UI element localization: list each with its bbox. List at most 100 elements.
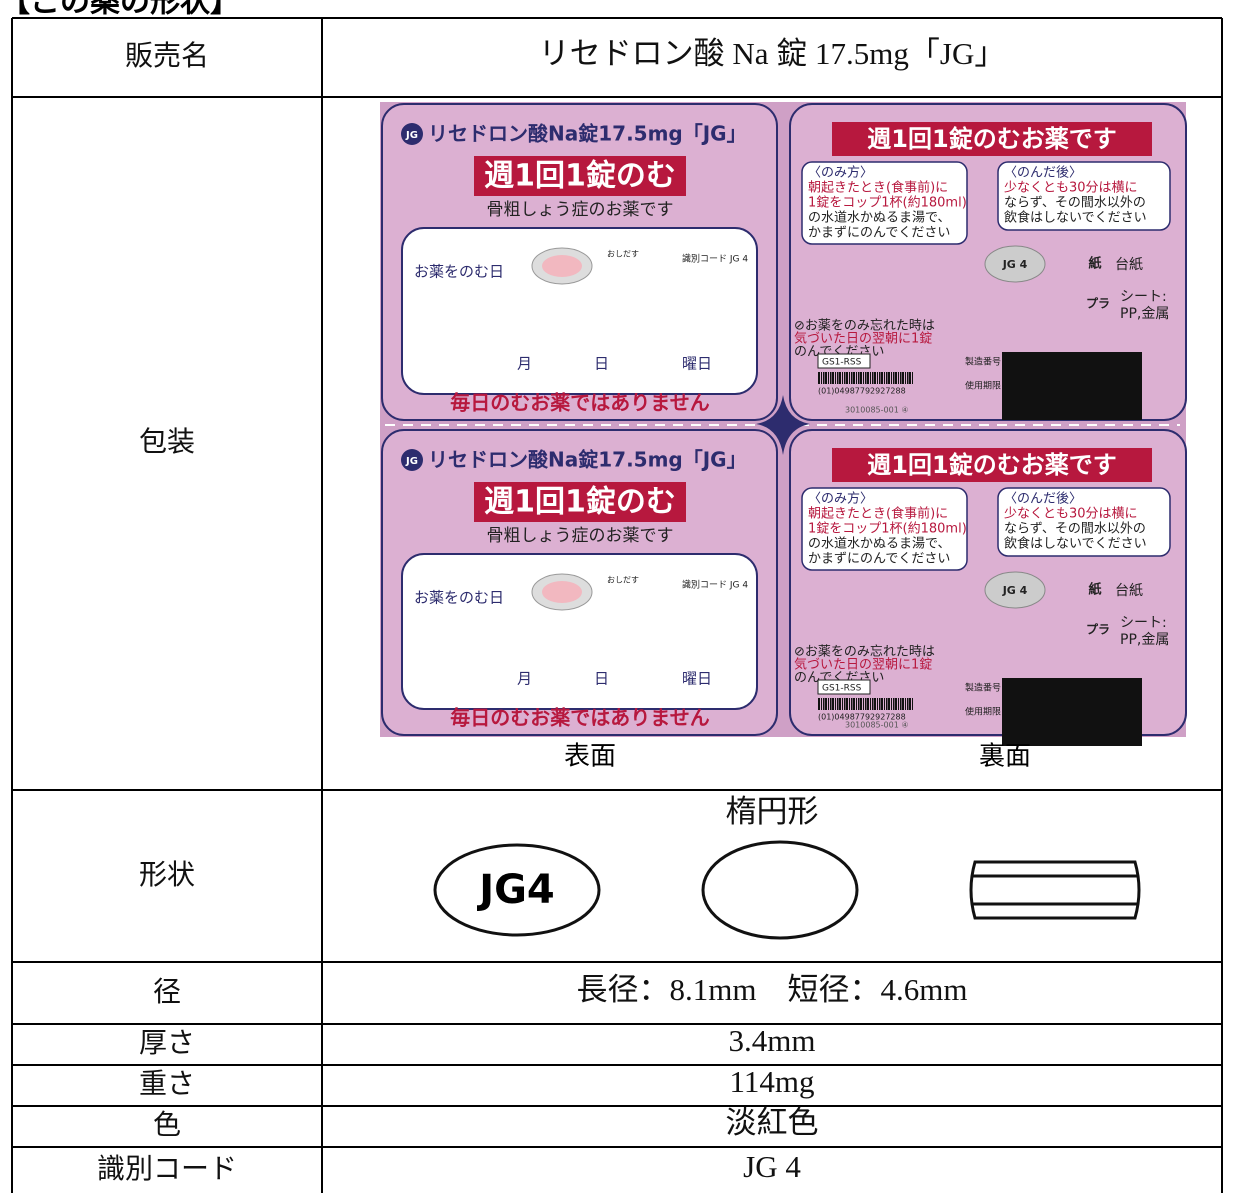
how-title: 〈のみ方〉 — [808, 491, 873, 507]
date-label: 日 — [594, 670, 609, 688]
headline-box — [474, 156, 686, 196]
date-label: 月 — [517, 355, 532, 373]
after-title: 〈のんだ後〉 — [1004, 166, 1082, 181]
missed-line: 気づいた日の翌朝に1錠 — [794, 657, 932, 673]
plastic-label: シート: — [1120, 615, 1167, 631]
plastic-mark: プラ — [1086, 296, 1110, 311]
how-line: 1錠をコップ1杯(約180ml) — [808, 196, 967, 211]
lot-label: 製造番号 — [965, 356, 1001, 368]
code-label: 識別コード JG 4 — [682, 253, 748, 265]
row-value: JG 4 — [743, 1149, 801, 1184]
pill — [542, 581, 582, 603]
gs1-box — [817, 679, 871, 695]
sub: 骨粗しょう症のお薬です — [487, 200, 674, 220]
after-line: 少なくとも30分は横に — [1004, 181, 1138, 196]
plastic-label: PP,金属 — [1120, 306, 1169, 322]
footer: 毎日のむお薬ではありません — [450, 391, 709, 415]
headline: 週1回1錠のむ — [484, 159, 676, 194]
row-label: 重さ — [139, 1067, 195, 1100]
missed-line: ⊘お薬をのみ忘れた時は — [794, 319, 935, 334]
headline-box — [832, 448, 1152, 482]
after-line: 飲食はしないでください — [1004, 536, 1147, 552]
front-panel: JG リセドロン酸Na錠17.5mg「JG」週1回1錠のむ骨粗しょう症のお薬ですお… — [381, 429, 778, 736]
after-box — [997, 487, 1171, 557]
row-value: 114mg — [730, 1064, 815, 1099]
page-title: 【この薬の形状】 — [0, 0, 240, 20]
catalog: 3010085-001 ④ — [845, 406, 909, 415]
pill-well — [984, 571, 1046, 609]
after-line: ならず、その間水以外の — [1004, 522, 1146, 537]
lot-label: 使用期限 — [965, 706, 1001, 718]
card — [401, 553, 758, 710]
row-label: 厚さ — [139, 1026, 195, 1059]
paper-label: 台紙 — [1115, 257, 1143, 273]
how-line: かまずにのんでください — [808, 552, 950, 567]
row-label: 色 — [153, 1108, 181, 1141]
paper-mark: 紙 — [1088, 256, 1101, 272]
star — [756, 395, 810, 455]
plastic-label: PP,金属 — [1120, 632, 1169, 648]
barcode — [818, 698, 914, 710]
logo-mark — [401, 449, 423, 471]
pill — [542, 255, 582, 277]
barcode-number: (01)04987792927288 — [818, 387, 906, 396]
after-title: 〈のんだ後〉 — [1004, 492, 1082, 507]
imprint: JG4 — [476, 867, 555, 913]
back-panel: 週1回1錠のむお薬です〈のみ方〉朝起きたとき(食事前)に1錠をコップ1杯(約18… — [789, 103, 1187, 421]
after-box — [997, 161, 1171, 231]
row-label: 包装 — [139, 425, 195, 458]
headline: 週1回1錠のむお薬です — [867, 125, 1116, 153]
push: おしだす — [607, 576, 639, 585]
front-panel: JG リセドロン酸Na錠17.5mg「JG」週1回1錠のむ骨粗しょう症のお薬ですお… — [381, 103, 778, 421]
shapes — [433, 840, 1141, 940]
how-box — [801, 161, 968, 245]
after-line: 少なくとも30分は横に — [1004, 507, 1138, 522]
lot-label: 製造番号 — [965, 682, 1001, 694]
day-label: お薬をのむ日 — [414, 589, 504, 607]
after-line: ならず、その間水以外の — [1004, 196, 1146, 211]
date-label: 月 — [517, 670, 532, 688]
plastic-mark: プラ — [1086, 622, 1110, 637]
code-label: 識別コード JG 4 — [682, 579, 748, 591]
missed-line: ⊘お薬をのみ忘れた時は — [794, 645, 935, 660]
push: おしだす — [607, 250, 639, 259]
table-grid — [11, 17, 1223, 1193]
row-value: 楕円形 — [726, 794, 819, 829]
gs1-box — [817, 353, 871, 369]
sub: 骨粗しょう症のお薬です — [487, 526, 674, 546]
row-value: 3.4mm — [729, 1023, 816, 1058]
how-line: 1錠をコップ1杯(約180ml) — [808, 522, 967, 537]
row-value: 長径：8.1mm 短径：4.6mm — [577, 972, 968, 1007]
row-label: 形状 — [139, 858, 195, 891]
how-box — [801, 487, 968, 571]
date-label: 日 — [594, 355, 609, 373]
how-line: 朝起きたとき(食事前)に — [808, 506, 948, 522]
how-title: 〈のみ方〉 — [808, 165, 873, 181]
lot-area — [1002, 352, 1142, 420]
date-label: 曜日 — [682, 355, 712, 373]
gs1: GS1-RSS — [822, 358, 862, 368]
card — [401, 227, 758, 395]
how-line: かまずにのんでください — [808, 226, 950, 241]
barcode — [818, 372, 914, 384]
paper-mark: 紙 — [1088, 582, 1101, 598]
headline: 週1回1錠のむお薬です — [867, 451, 1116, 479]
how-line: 朝起きたとき(食事前)に — [808, 180, 948, 196]
lot-area — [1002, 678, 1142, 746]
caption: 裏面 — [979, 742, 1031, 772]
paper-label: 台紙 — [1115, 583, 1143, 599]
headline-box — [832, 122, 1152, 156]
pill-code: JG 4 — [1002, 584, 1028, 597]
gs1: GS1-RSS — [822, 684, 862, 694]
logo: JG — [405, 130, 418, 141]
logo-mark — [401, 123, 423, 145]
pill-well — [984, 245, 1046, 283]
row-label: 識別コード — [97, 1152, 237, 1185]
back-panel: 週1回1錠のむお薬です〈のみ方〉朝起きたとき(食事前)に1錠をコップ1杯(約18… — [789, 429, 1187, 746]
row-value: 淡紅色 — [726, 1105, 819, 1140]
missed-line: 気づいた日の翌朝に1錠 — [794, 331, 932, 347]
row-label: 販売名 — [125, 39, 209, 72]
brand: リセドロン酸Na錠17.5mg「JG」 — [428, 448, 747, 472]
brand: リセドロン酸Na錠17.5mg「JG」 — [428, 122, 747, 146]
lot-label: 使用期限 — [965, 380, 1001, 392]
